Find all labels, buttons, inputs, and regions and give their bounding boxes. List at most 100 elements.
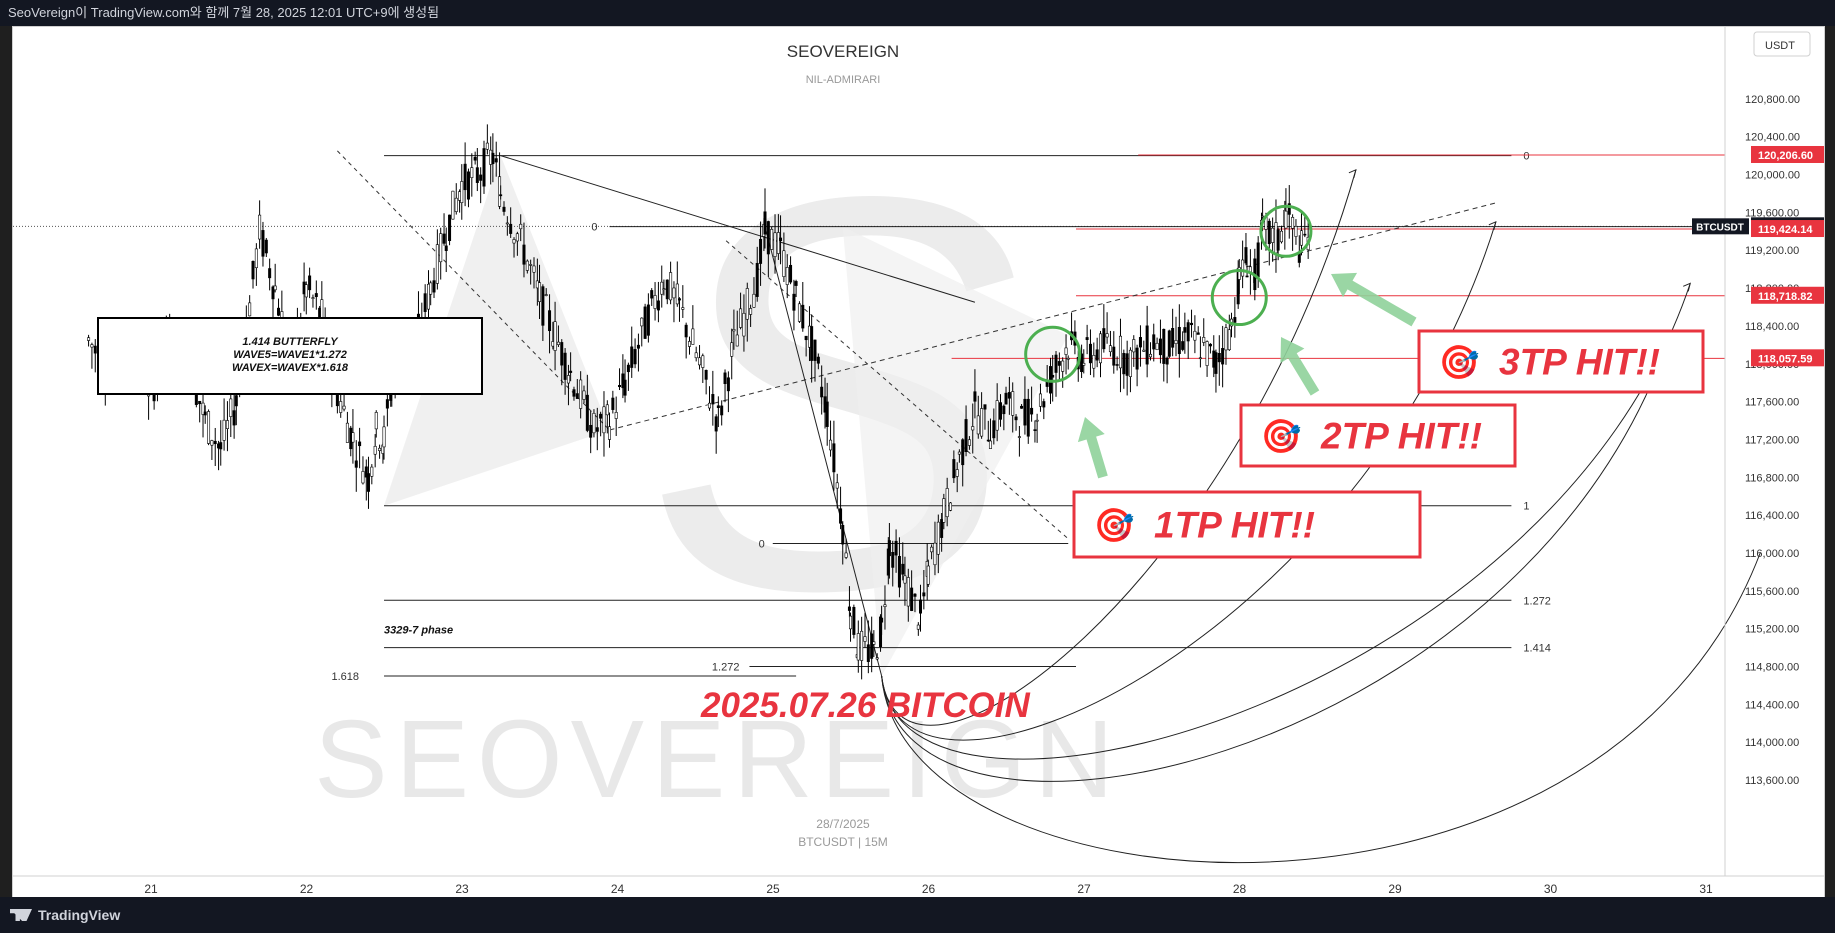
candle-body <box>522 244 526 265</box>
candle-body <box>684 324 688 338</box>
candle-body <box>1035 419 1039 422</box>
candle-body <box>759 238 763 264</box>
candle-body <box>304 284 308 298</box>
candle-body <box>801 304 805 329</box>
center-date: 28/7/2025 <box>816 817 870 831</box>
candle-body <box>707 402 711 409</box>
candle-body <box>373 445 377 455</box>
x-tick-label: 26 <box>922 882 936 896</box>
candle-body <box>1303 233 1307 236</box>
footer-bar: TradingView <box>0 897 1835 933</box>
candle-body <box>538 282 542 302</box>
candle-body <box>512 239 516 244</box>
candle-body <box>225 420 229 429</box>
y-tick-label: 115,200.00 <box>1745 624 1799 636</box>
candle-body <box>515 233 519 242</box>
candle-body <box>897 555 901 588</box>
candle-body <box>1051 374 1055 378</box>
candle-body <box>980 408 984 437</box>
candle-body <box>903 575 907 584</box>
candle-body <box>1202 337 1206 343</box>
projection-arc <box>881 552 1761 864</box>
candle-body <box>1181 341 1185 350</box>
candle-body <box>742 312 746 337</box>
tradingview-logo-icon <box>10 909 32 921</box>
candle-body <box>563 352 567 380</box>
fib-level-label: 0 <box>1523 151 1529 163</box>
candle-body <box>210 440 214 446</box>
candle-body <box>916 624 920 630</box>
candle-body <box>887 540 891 557</box>
tp-circle <box>1024 325 1082 383</box>
phase-label: 3329-7 phase <box>384 624 453 636</box>
fib-level-label: 0 <box>759 539 765 551</box>
currency-selector[interactable] <box>1753 31 1811 57</box>
candle-body <box>992 420 996 439</box>
candle-body <box>1158 338 1162 356</box>
y-tick-label: 120,800.00 <box>1745 94 1800 106</box>
candle-body <box>681 307 685 310</box>
candle-body <box>470 167 474 178</box>
y-tick-label: 119,600.00 <box>1745 207 1799 219</box>
candle-body <box>553 321 557 351</box>
candle-body <box>1122 353 1126 375</box>
candle-body <box>789 264 793 283</box>
candle-body <box>435 244 439 284</box>
candle-body <box>1080 353 1084 373</box>
candle-body <box>611 397 615 410</box>
candle-body <box>342 405 346 410</box>
x-tick-label: 23 <box>455 882 469 896</box>
candle-body <box>460 181 464 204</box>
price-label-tag <box>1751 220 1831 238</box>
candle-body <box>364 466 368 478</box>
candle-body <box>906 577 910 607</box>
price-chart[interactable]: SEOVEREIGNSSEOVEREIGNNIL-ADMIRARI28/7/20… <box>13 27 1831 898</box>
price-label-value: 119,424.14 <box>1758 224 1813 236</box>
candle-body <box>665 279 669 300</box>
candle-body <box>87 337 91 341</box>
candle-body <box>505 222 509 225</box>
candle-body <box>1208 343 1212 347</box>
candle-body <box>646 304 650 336</box>
candle-body <box>268 268 272 279</box>
candle-body <box>860 630 864 661</box>
candle-body <box>763 211 767 235</box>
candle-body <box>955 469 959 477</box>
candle-body <box>1174 340 1178 344</box>
candle-body <box>575 393 579 399</box>
candle-body <box>1042 401 1046 408</box>
candle-body <box>207 411 211 444</box>
tp-circle <box>1259 204 1313 258</box>
tradingview-logo[interactable]: TradingView <box>10 897 120 933</box>
candle-body <box>614 412 618 419</box>
pattern-leg-line <box>764 226 883 677</box>
dashed-leg-line <box>337 150 610 431</box>
candle-body <box>532 265 536 273</box>
candle-body <box>856 633 860 661</box>
tp-hit-label: 3TP HIT!! <box>1499 342 1660 383</box>
price-label-value: 118,718.82 <box>1758 291 1812 303</box>
candle-body <box>345 422 349 443</box>
tp-hit-label: 1TP HIT!! <box>1154 505 1315 546</box>
candle-body <box>234 395 238 407</box>
candle-body <box>952 459 956 479</box>
candle-body <box>485 142 489 150</box>
arc-arrowhead <box>1683 282 1691 292</box>
candle-body <box>90 344 94 348</box>
candle-body <box>1064 347 1068 355</box>
tp-label-box <box>1072 490 1422 559</box>
candle-body <box>258 214 262 240</box>
x-tick-label: 21 <box>144 882 158 896</box>
y-tick-label: 114,000.00 <box>1745 737 1799 749</box>
candle-body <box>595 427 599 432</box>
candle-body <box>429 282 433 295</box>
candle-body <box>1138 337 1142 348</box>
candle-body <box>358 441 362 447</box>
candle-body <box>1145 325 1149 365</box>
target-icon: 🎯 <box>1093 507 1134 544</box>
candle-body <box>633 349 637 365</box>
price-label-tag <box>1751 349 1831 367</box>
candle-body <box>835 482 839 489</box>
candle-body <box>491 152 495 165</box>
candle-body <box>351 432 355 443</box>
